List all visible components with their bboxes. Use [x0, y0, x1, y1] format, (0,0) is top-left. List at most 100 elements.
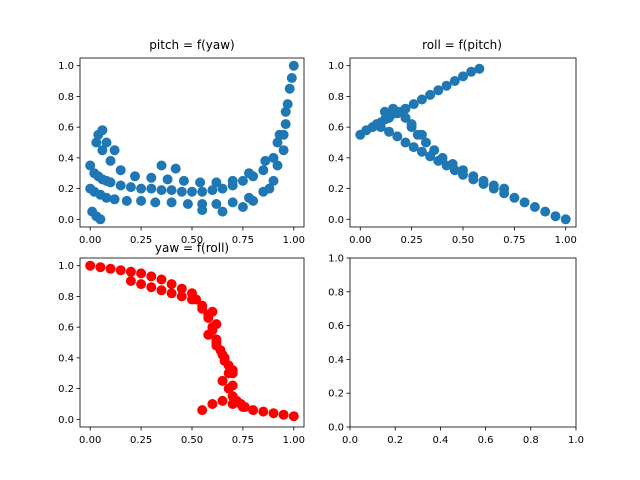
scatter-point [197, 405, 208, 416]
scatter-point [258, 406, 269, 417]
y-tick-label: 0.6 [58, 323, 74, 334]
scatter-point [278, 145, 289, 156]
scatter-point [182, 199, 193, 209]
y-tick-label: 0.0 [328, 215, 344, 226]
x-tick-label: 0.50 [181, 435, 203, 446]
scatter-point [176, 291, 187, 302]
subplot-title: yaw = f(roll) [155, 241, 229, 255]
scatter-point [458, 165, 468, 176]
scatter-point [284, 83, 295, 94]
scatter-point [437, 152, 448, 163]
scatter-point [156, 285, 167, 296]
scatter-point [85, 160, 96, 171]
y-tick-label: 0.2 [58, 184, 74, 195]
x-tick-label: 1.00 [555, 235, 577, 246]
x-tick-label: 0.75 [232, 435, 254, 446]
scatter-point [197, 205, 208, 216]
scatter-point [237, 202, 248, 212]
scatter-point [278, 409, 289, 420]
scatter-point [248, 405, 259, 416]
scatter-point [529, 202, 540, 212]
scatter-point [416, 146, 427, 157]
scatter-point [282, 99, 293, 110]
scatter-point [207, 306, 218, 317]
subplot-pitch-yaw: pitch = f(yaw) 0.00 0.25 0.50 0.75 1.00 0.00… [58, 38, 305, 246]
scatter-point [408, 99, 419, 110]
y-tick-label: 0.2 [328, 389, 344, 400]
scatter-point [268, 175, 279, 186]
scatter-point [219, 352, 230, 363]
scatter-point [121, 195, 132, 206]
scatter-point [125, 182, 136, 193]
scatter-point [371, 119, 382, 130]
scatter-point [150, 197, 161, 208]
subplot-title: pitch = f(yaw) [149, 38, 234, 52]
scatter-point [466, 66, 477, 77]
y-tick-label: 0.8 [328, 92, 344, 103]
scatter-point [146, 183, 157, 194]
scatter-point [156, 160, 167, 171]
scatter-point [499, 183, 510, 194]
scatter-point [207, 399, 218, 409]
scatter-point [288, 411, 299, 422]
axes-frame [349, 57, 577, 228]
scatter-point [166, 185, 177, 196]
scatter-point [227, 197, 238, 208]
scatter-point [211, 340, 222, 351]
scatter-point [509, 192, 520, 203]
scatter-point [280, 106, 291, 117]
scatter-point [268, 408, 279, 419]
scatter-point [211, 199, 222, 209]
scatter-point [474, 63, 485, 74]
scatter-point [488, 180, 499, 191]
scatter-point [115, 165, 126, 176]
scatter-point [176, 186, 187, 197]
scatter-point [227, 365, 238, 376]
scatter-point [217, 183, 228, 194]
x-axis-ticks: 0.0 0.2 0.4 0.6 0.8 1.0 [342, 427, 584, 446]
scatter-point [211, 319, 222, 330]
y-tick-label: 0.4 [58, 353, 74, 364]
scatter-point [136, 183, 147, 194]
scatter-point [109, 194, 120, 205]
scatter-point [130, 171, 140, 182]
y-tick-label: 0.4 [58, 153, 74, 164]
y-axis-ticks: 0.0 0.2 0.4 0.6 0.8 1.0 [58, 261, 80, 426]
scatter-point [105, 263, 116, 274]
scatter-point [125, 266, 136, 277]
x-tick-label: 0.00 [79, 435, 101, 446]
scatter-point [449, 76, 460, 86]
scatter-point [170, 163, 181, 174]
scatter-point [115, 180, 126, 191]
x-tick-label: 0.75 [503, 235, 525, 246]
y-tick-label: 0.6 [328, 123, 344, 134]
y-tick-label: 0.6 [58, 123, 74, 134]
scatter-point [550, 211, 561, 222]
scatter-point [268, 152, 279, 163]
scatter-point [416, 129, 427, 140]
scatter-point [146, 271, 157, 282]
subplot-roll-pitch: roll = f(pitch) 0.00 0.25 0.50 0.75 1.00 0.0… [328, 38, 577, 246]
scatter-point [447, 159, 458, 169]
scatter-point [400, 137, 411, 148]
scatter-point [540, 206, 551, 217]
scatter-point [406, 119, 417, 130]
scatter-point [146, 172, 157, 183]
scatter-point [468, 171, 479, 182]
y-tick-label: 1.0 [58, 261, 74, 272]
y-tick-label: 0.0 [58, 415, 74, 426]
scatter-point [217, 395, 228, 406]
scatter-point [166, 197, 177, 208]
scatter-point [384, 126, 394, 137]
scatter-point [433, 85, 444, 96]
scatter-point [156, 274, 167, 285]
scatter-point [258, 165, 269, 176]
scatter-point [156, 185, 167, 196]
scatter-point [85, 260, 96, 271]
x-tick-label: 0.25 [130, 435, 152, 446]
x-tick-label: 1.00 [283, 235, 305, 246]
x-tick-label: 0.50 [181, 235, 203, 246]
x-tick-label: 0.50 [452, 235, 474, 246]
x-axis-ticks: 0.00 0.25 0.50 0.75 1.00 [79, 227, 305, 246]
scatter-point [260, 155, 271, 166]
